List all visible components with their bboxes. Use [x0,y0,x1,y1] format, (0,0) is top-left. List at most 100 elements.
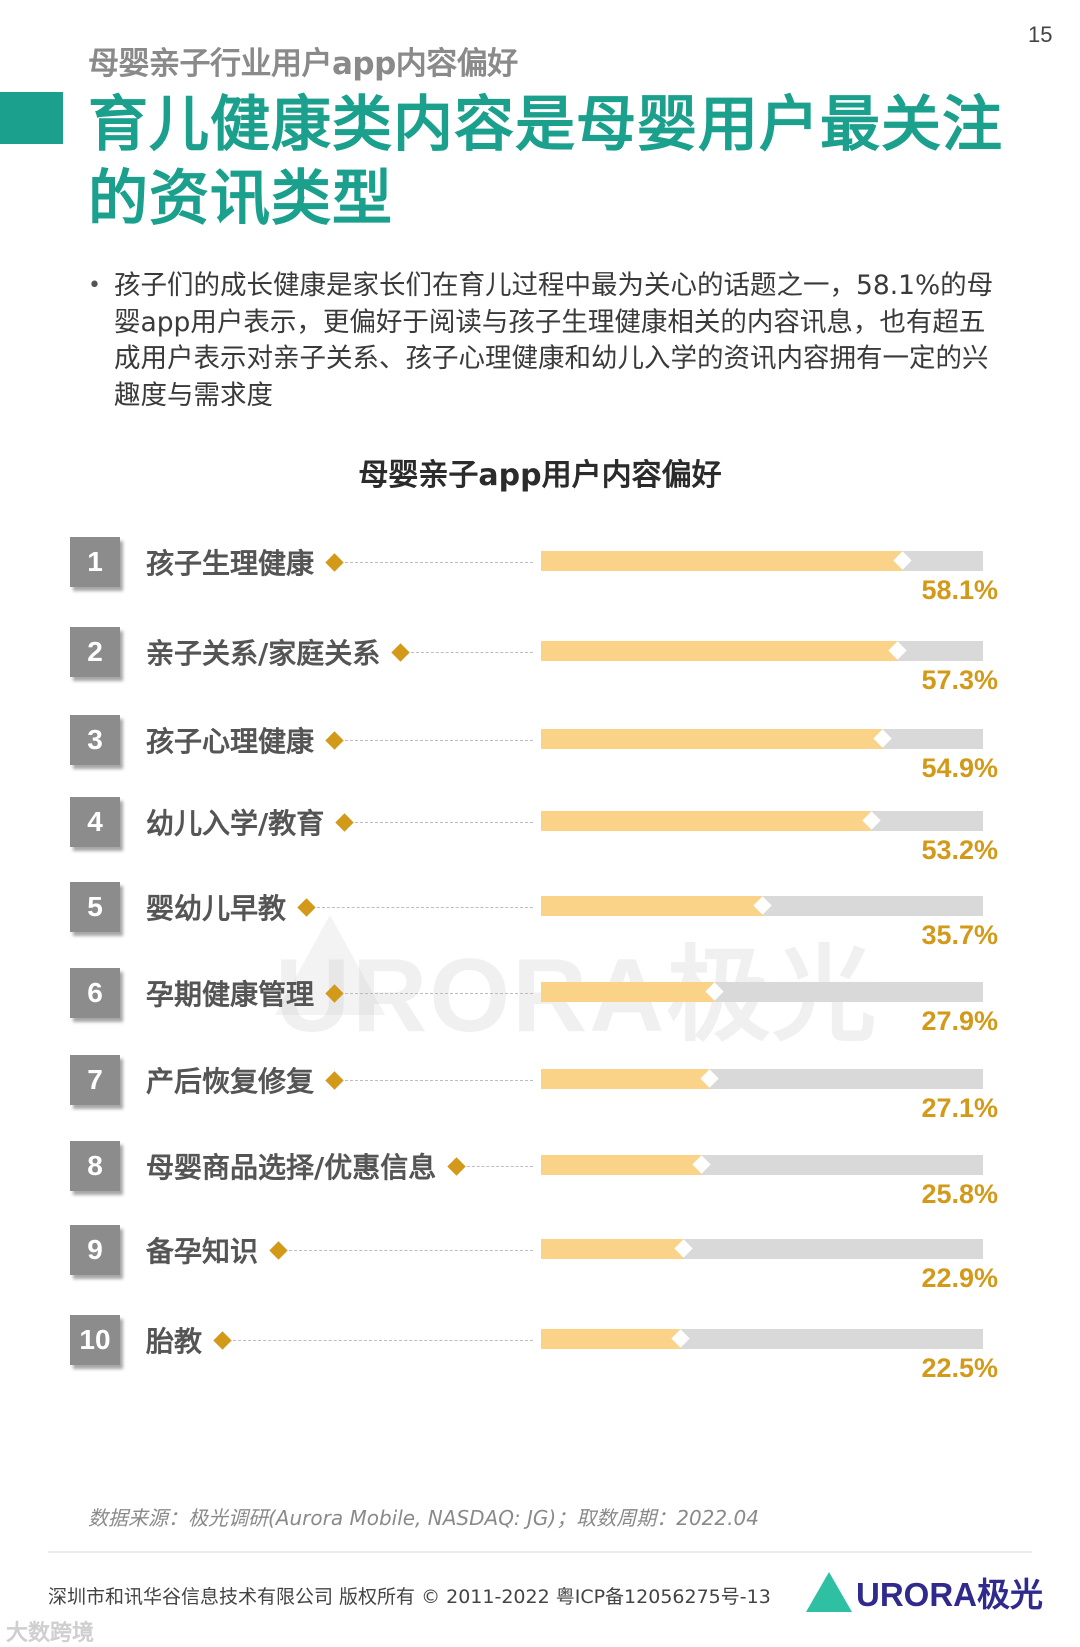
bar-fill [541,1069,710,1089]
diamond-icon [325,730,344,750]
bar-fill [541,982,715,1002]
leader-line [317,906,533,908]
diamond-icon [335,812,354,832]
bar-fill [541,1329,682,1349]
diamond-icon [325,552,344,572]
chart-row: 7 产后恢复修复 27.1% [0,1055,1080,1135]
bullet-dot-icon: • [88,273,101,298]
rank-badge: 3 [70,715,120,765]
category-label: 备孕知识 [146,1235,259,1268]
leader-line [233,1339,533,1341]
bar-fill [541,811,873,831]
bar-track [541,1155,983,1175]
category-label: 幼儿入学/教育 [146,807,325,840]
value-label: 27.1% [921,1093,998,1123]
page-title: 育儿健康类内容是母婴用户最关注的资讯类型 [88,90,1003,234]
bar-fill [541,896,764,916]
accent-bar [0,92,63,144]
rank-badge: 8 [70,1141,120,1191]
rank-badge: 2 [70,627,120,677]
row-label-group: 幼儿入学/教育 [146,797,533,847]
chart-row: 5 婴幼儿早教 35.7% [0,882,1080,962]
chart-row: 2 亲子关系/家庭关系 57.3% [0,627,1080,707]
row-label-group: 亲子关系/家庭关系 [146,627,533,677]
diamond-icon [391,642,410,662]
value-label: 27.9% [921,1006,998,1036]
footer-divider [48,1551,1032,1553]
data-source-note: 数据来源：极光调研(Aurora Mobile, NASDAQ: JG)；取数周… [88,1506,759,1530]
diamond-icon [447,1156,466,1176]
bar-track [541,641,983,661]
copyright-text: 深圳市和讯华谷信息技术有限公司 版权所有 © 2011-2022 粤ICP备12… [48,1586,771,1608]
value-label: 35.7% [921,920,998,950]
bar-fill [541,1155,702,1175]
bar-track [541,1069,983,1089]
chart-row: 1 孩子生理健康 58.1% [0,537,1080,617]
value-label: 22.5% [921,1353,998,1383]
category-label: 孕期健康管理 [146,978,315,1011]
bar-track [541,811,983,831]
bar-track [541,1239,983,1259]
category-label: 亲子关系/家庭关系 [146,637,381,670]
source-stamp: 大数跨境 [6,1621,95,1646]
bar-track [541,729,983,749]
value-label: 54.9% [921,753,998,783]
bar-fill [541,641,898,661]
rank-badge: 9 [70,1225,120,1275]
rank-badge: 7 [70,1055,120,1105]
leader-line [289,1249,533,1251]
category-label: 母婴商品选择/优惠信息 [146,1151,437,1184]
bar-fill [541,729,883,749]
bar-track [541,896,983,916]
leader-line [345,992,533,994]
summary-text: 孩子们的成长健康是家长们在育儿过程中最为关心的话题之一，58.1%的母婴app用… [114,270,994,411]
bar-fill [541,551,903,571]
bar-track [541,1329,983,1349]
row-label-group: 备孕知识 [146,1225,533,1275]
category-label: 孩子心理健康 [146,725,315,758]
value-label: 22.9% [921,1263,998,1293]
rank-badge: 4 [70,797,120,847]
category-label: 婴幼儿早教 [146,892,287,925]
page-number: 15 [1028,22,1053,47]
category-label: 产后恢复修复 [146,1065,315,1098]
rank-badge: 1 [70,537,120,587]
bar-fill [541,1239,684,1259]
chart-row: 3 孩子心理健康 54.9% [0,715,1080,795]
chart-row: 10 胎教 22.5% [0,1315,1080,1395]
leader-line [467,1165,533,1167]
value-label: 53.2% [921,835,998,865]
value-label: 58.1% [921,575,998,605]
aurora-logo-icon [806,1572,852,1612]
rank-badge: 6 [70,968,120,1018]
diamond-icon [325,983,344,1003]
aurora-logo: URORA极光 [806,1568,1043,1616]
bar-track [541,551,983,571]
chart-row: 4 幼儿入学/教育 53.2% [0,797,1080,877]
leader-line [345,1079,533,1081]
section-kicker: 母婴亲子行业用户app内容偏好 [88,46,518,82]
row-label-group: 孩子生理健康 [146,537,533,587]
leader-line [355,821,533,823]
logo-text: URORA极光 [856,1576,1043,1613]
diamond-icon [269,1240,288,1260]
row-label-group: 产后恢复修复 [146,1055,533,1105]
category-label: 孩子生理健康 [146,547,315,580]
summary-bullet: • 孩子们的成长健康是家长们在育儿过程中最为关心的话题之一，58.1%的母婴ap… [88,268,1008,414]
chart-row: 6 孕期健康管理 27.9% [0,968,1080,1048]
value-label: 57.3% [921,665,998,695]
leader-line [345,561,533,563]
leader-line [345,739,533,741]
row-label-group: 婴幼儿早教 [146,882,533,932]
row-label-group: 胎教 [146,1315,533,1365]
chart-title: 母婴亲子app用户内容偏好 [358,458,722,493]
chart-row: 8 母婴商品选择/优惠信息 25.8% [0,1141,1080,1221]
rank-badge: 10 [70,1315,120,1365]
category-label: 胎教 [146,1325,203,1358]
diamond-icon [325,1070,344,1090]
value-label: 25.8% [921,1179,998,1209]
diamond-icon [297,897,316,917]
leader-line [411,651,533,653]
row-label-group: 孕期健康管理 [146,968,533,1018]
rank-badge: 5 [70,882,120,932]
